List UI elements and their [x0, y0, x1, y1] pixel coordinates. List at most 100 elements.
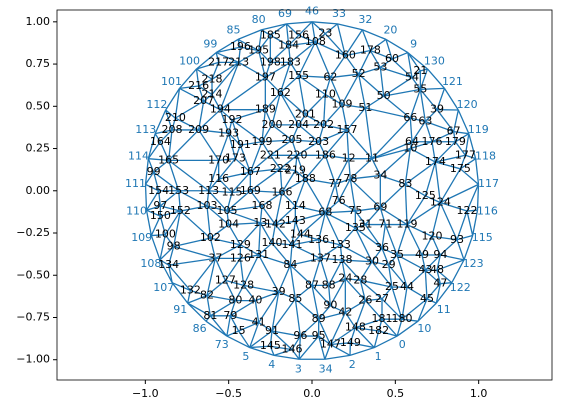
- y-tick-label: 0.75: [26, 57, 51, 70]
- y-tick-label: −0.75: [16, 310, 50, 323]
- boundary-node-label: 120: [457, 98, 478, 111]
- node-label: 126: [230, 251, 251, 264]
- mesh-edge: [371, 247, 383, 263]
- mesh-edge: [410, 141, 433, 150]
- mesh-edge: [224, 280, 236, 301]
- mesh-edge: [421, 254, 426, 271]
- node-label: 128: [233, 278, 254, 291]
- mesh-edge: [388, 265, 393, 288]
- node-label: 131: [248, 248, 269, 261]
- mesh-edge: [164, 210, 181, 236]
- mesh-edge: [294, 220, 301, 235]
- mesh-edge: [171, 282, 189, 304]
- node-label: 134: [158, 258, 179, 271]
- mesh-edge: [358, 66, 381, 75]
- mesh-edge: [318, 239, 321, 259]
- node-label: 179: [445, 135, 466, 148]
- mesh-edge: [279, 154, 298, 170]
- boundary-node-label: 34: [319, 362, 333, 375]
- node-label: 110: [315, 87, 336, 100]
- mesh-edge: [198, 101, 205, 131]
- mesh-edge: [404, 148, 411, 185]
- mesh-edge: [224, 257, 241, 281]
- mesh-edge: [165, 88, 181, 111]
- node-label: 183: [280, 55, 301, 68]
- mesh-edge: [369, 50, 381, 68]
- mesh-edge: [210, 237, 241, 246]
- mesh-edge: [324, 354, 351, 360]
- node-label: 52: [352, 67, 366, 80]
- mesh-edge: [198, 129, 229, 134]
- mesh-edge: [187, 302, 211, 317]
- mesh-edge: [381, 298, 403, 320]
- mesh-edge: [281, 192, 296, 207]
- mesh-edge: [374, 335, 398, 349]
- node-label: 95: [312, 329, 326, 342]
- node-label: 125: [415, 189, 436, 202]
- mesh-edge: [338, 178, 351, 202]
- mesh-edge: [259, 222, 273, 244]
- mesh-edge: [144, 158, 149, 185]
- mesh-edge: [226, 210, 230, 225]
- mesh-edge: [271, 242, 291, 266]
- mesh-edge: [171, 117, 176, 131]
- mesh-edge: [318, 311, 346, 320]
- mesh-edge: [409, 118, 413, 142]
- mesh-edge: [349, 178, 381, 209]
- mesh-edge: [345, 277, 361, 281]
- mesh-edge: [396, 320, 419, 337]
- mesh-edge: [280, 168, 296, 172]
- mesh-edge: [383, 88, 421, 97]
- node-label: 41: [252, 316, 266, 329]
- mesh-edge: [271, 124, 293, 141]
- mesh-edge: [219, 77, 266, 111]
- mesh-edge: [274, 205, 296, 226]
- mesh-edge: [226, 205, 263, 212]
- mesh-edge: [258, 222, 261, 256]
- mesh-edge: [298, 34, 316, 43]
- mesh-edge: [435, 282, 453, 304]
- mesh-edge: [466, 184, 480, 212]
- mesh-edge: [218, 133, 230, 161]
- node-label: 53: [373, 60, 387, 73]
- mesh-edge: [381, 318, 398, 337]
- mesh-edge: [348, 158, 351, 180]
- node-label: 148: [345, 321, 366, 334]
- boundary-node-label: 118: [475, 150, 496, 163]
- mesh-edge: [329, 278, 346, 306]
- mesh-edge: [198, 78, 213, 87]
- mesh-edge: [286, 21, 313, 25]
- node-label: 220: [287, 148, 308, 161]
- mesh-edge: [325, 212, 356, 229]
- node-label: 214: [202, 87, 223, 100]
- boundary-node-label: 0: [399, 338, 406, 351]
- mesh-edge: [385, 38, 409, 54]
- mesh-edge: [206, 190, 210, 207]
- mesh-edge: [354, 300, 366, 328]
- mesh-edge: [404, 161, 436, 185]
- mesh-edge: [323, 124, 348, 131]
- mesh-edge: [299, 318, 320, 337]
- node-label: 42: [338, 305, 352, 318]
- mesh-edge: [145, 190, 160, 211]
- y-tick-label: −0.25: [16, 226, 50, 239]
- mesh-edge: [226, 190, 251, 212]
- node-label: 143: [285, 214, 306, 227]
- mesh-edge: [291, 124, 300, 141]
- mesh-edge: [354, 227, 383, 249]
- mesh-edge: [401, 286, 408, 320]
- node-label: 40: [248, 294, 262, 307]
- node-label: 29: [382, 258, 396, 271]
- mesh-edge: [174, 88, 181, 119]
- boundary-node-label: 46: [305, 5, 319, 18]
- node-label: 79: [223, 309, 237, 322]
- mesh-edge: [226, 335, 250, 349]
- mesh-edge: [211, 61, 240, 80]
- mesh-edge: [243, 254, 260, 286]
- y-tick-label: 0.50: [26, 99, 51, 112]
- mesh-edge: [291, 139, 319, 143]
- node-label: 36: [375, 241, 389, 254]
- mesh-edge: [454, 141, 466, 156]
- node-label: 152: [170, 204, 191, 217]
- node-label: 113: [198, 184, 219, 197]
